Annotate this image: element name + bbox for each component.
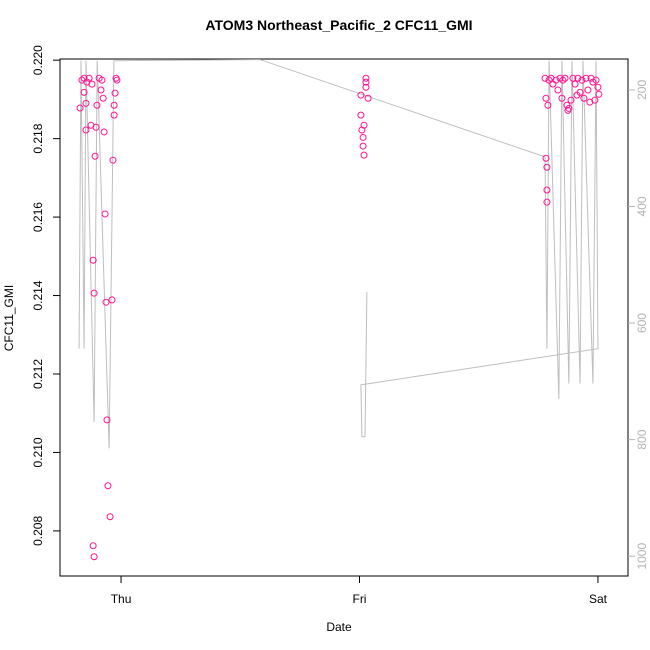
point	[545, 76, 553, 84]
point	[580, 94, 588, 102]
point	[91, 152, 99, 160]
point	[549, 80, 557, 88]
point	[360, 151, 368, 159]
point	[543, 198, 551, 206]
y-tick-label: 0.216	[31, 202, 45, 232]
y2-tick-label: 200	[635, 80, 649, 100]
point	[569, 74, 577, 82]
point	[109, 156, 117, 164]
point	[103, 416, 111, 424]
x-tick-label: Fri	[352, 592, 366, 606]
point	[362, 78, 370, 86]
point	[571, 80, 579, 88]
point	[82, 126, 90, 134]
point	[93, 101, 101, 109]
point	[111, 89, 119, 97]
point	[360, 121, 368, 129]
y2-tick-label: 400	[635, 196, 649, 216]
point	[574, 74, 582, 82]
point	[82, 99, 90, 107]
point	[543, 163, 551, 171]
point	[591, 96, 599, 104]
point	[567, 96, 575, 104]
point	[90, 289, 98, 297]
point	[85, 74, 93, 82]
point	[359, 142, 367, 150]
x-axis-label: Date	[326, 620, 352, 634]
point	[97, 86, 105, 94]
point	[110, 101, 118, 109]
y2-tick-label: 1000	[635, 543, 649, 570]
point	[101, 210, 109, 218]
y2-tick-label: 800	[635, 429, 649, 449]
point	[362, 83, 370, 91]
point	[88, 80, 96, 88]
point	[594, 83, 602, 91]
point	[592, 76, 600, 84]
points-layer	[76, 74, 603, 561]
point	[582, 74, 590, 82]
x-tick-label: Thu	[111, 592, 132, 606]
point	[104, 482, 112, 490]
point	[76, 104, 84, 112]
point	[80, 88, 88, 96]
point	[565, 104, 573, 112]
point	[364, 94, 372, 102]
point	[542, 154, 550, 162]
point	[357, 111, 365, 119]
y2-tick-label: 600	[635, 313, 649, 333]
point	[362, 74, 370, 82]
point	[108, 296, 116, 304]
point	[542, 94, 550, 102]
y-axis-label: CFC11_GMI	[2, 285, 16, 351]
point	[561, 74, 569, 82]
y-tick-label: 0.208	[31, 516, 45, 546]
point	[576, 88, 584, 96]
point	[92, 123, 100, 131]
point	[106, 513, 114, 521]
point	[543, 186, 551, 194]
y-tick-label: 0.210	[31, 437, 45, 467]
point	[552, 76, 560, 84]
point	[578, 76, 586, 84]
point	[544, 101, 552, 109]
line-layer	[78, 59, 599, 449]
y-tick-label: 0.214	[31, 280, 45, 310]
point	[559, 76, 567, 84]
chart-title: ATOM3 Northeast_Pacific_2 CFC11_GMI	[205, 17, 472, 33]
y-tick-label: 0.212	[31, 359, 45, 389]
x-tick-label: Sat	[589, 592, 608, 606]
y-tick-label: 0.220	[31, 45, 45, 75]
point	[595, 90, 603, 98]
point	[102, 298, 110, 306]
pressure-line	[78, 59, 599, 449]
point	[359, 133, 367, 141]
point	[357, 91, 365, 99]
point	[89, 542, 97, 550]
point	[99, 94, 107, 102]
point	[584, 86, 592, 94]
plot-box	[59, 58, 629, 577]
point	[89, 256, 97, 264]
point	[100, 128, 108, 136]
point	[90, 553, 98, 561]
point	[110, 111, 118, 119]
point	[554, 86, 562, 94]
y-tick-label: 0.218	[31, 123, 45, 153]
point	[98, 76, 106, 84]
point	[113, 76, 121, 84]
point	[558, 94, 566, 102]
